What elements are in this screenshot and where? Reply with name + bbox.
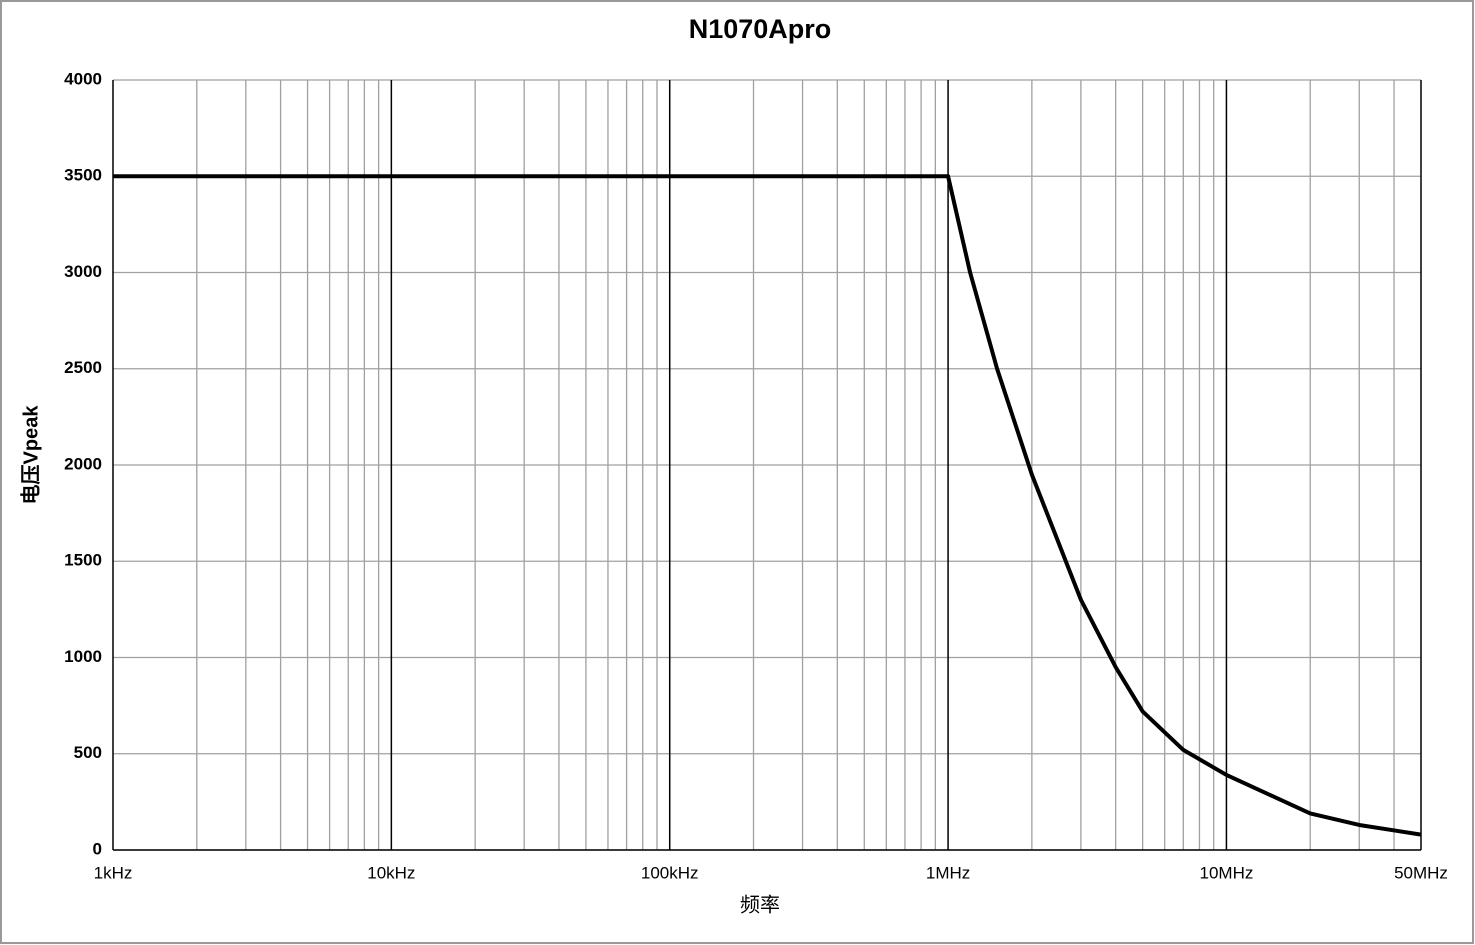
series-line xyxy=(113,174,1422,837)
grid: 0 500 1000 1500 2000 2500 3000 3500 4000 1kHz 10kH… xyxy=(64,69,1448,882)
chart-title: N1070Apro xyxy=(689,14,832,44)
x-axis-label: 频率 xyxy=(740,893,780,916)
x-tick-label: 1kHz xyxy=(94,863,133,882)
x-tick-label: 10MHz xyxy=(1200,863,1254,882)
x-tick-label: 1MHz xyxy=(926,863,970,882)
y-tick-label: 2000 xyxy=(64,454,102,473)
y-tick-label: 500 xyxy=(74,743,102,762)
plot xyxy=(113,174,1422,837)
y-tick-label: 0 xyxy=(93,839,102,858)
y-tick-label: 1000 xyxy=(64,647,102,666)
y-axis-label: 电压Vpeak xyxy=(19,405,42,505)
y-tick-label: 4000 xyxy=(64,69,102,88)
y-tick-label: 2500 xyxy=(64,358,102,377)
x-tick-label: 50MHz xyxy=(1394,863,1448,882)
y-tick-label: 3000 xyxy=(64,262,102,281)
x-tick-label: 100kHz xyxy=(641,863,699,882)
y-tick-label: 1500 xyxy=(64,551,102,570)
y-tick-label: 3500 xyxy=(64,166,102,185)
x-tick-label: 10kHz xyxy=(367,863,415,882)
